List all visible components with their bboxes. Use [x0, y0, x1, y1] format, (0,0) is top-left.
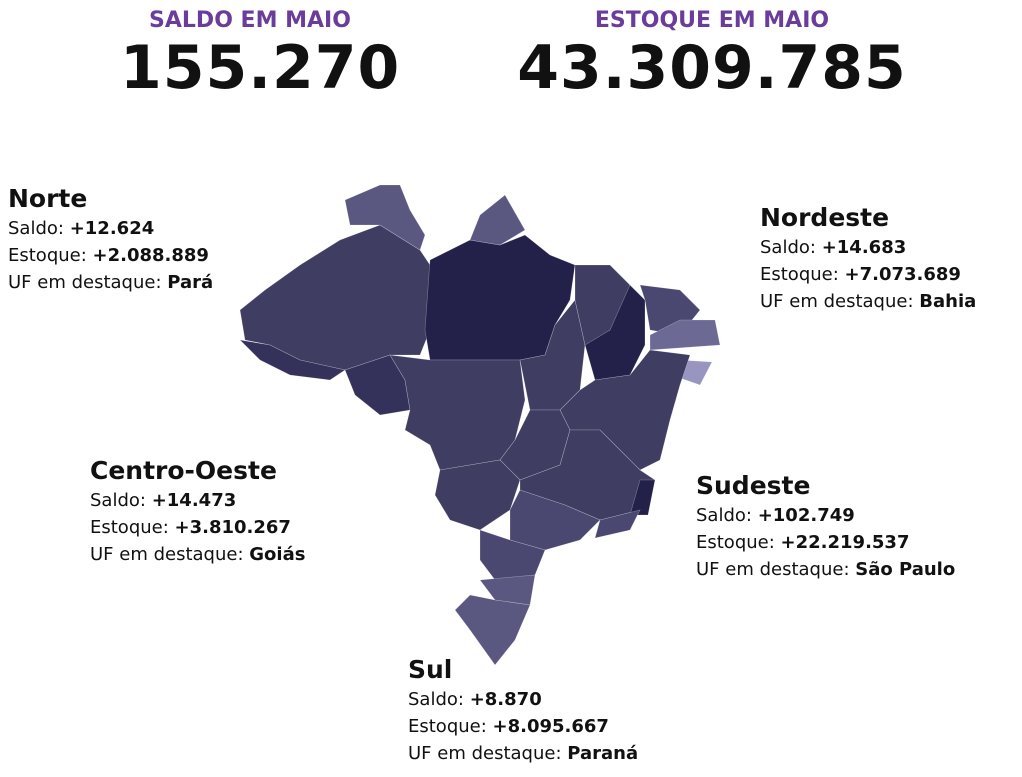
field-value: +3.810.267: [174, 517, 291, 538]
field-value: +14.683: [821, 237, 907, 258]
region-line: Estoque: +7.073.689: [760, 261, 976, 288]
region-line: UF em destaque: Pará: [8, 269, 213, 296]
field-value: Goiás: [249, 544, 306, 565]
field-label: Estoque:: [760, 264, 839, 285]
field-label: Saldo:: [90, 490, 146, 511]
region-line: UF em destaque: Paraná: [408, 740, 638, 767]
field-value: +102.749: [757, 505, 855, 526]
state: [389, 354, 526, 471]
field-value: +8.870: [469, 689, 542, 710]
region-line: Saldo: +102.749: [696, 502, 955, 529]
region-line: Saldo: +12.624: [8, 215, 213, 242]
state: [434, 459, 521, 531]
field-label: Estoque:: [90, 517, 169, 538]
field-value: +12.624: [69, 218, 155, 239]
state: [594, 509, 641, 539]
stat-value: 43.309.785: [517, 33, 907, 103]
state: [629, 479, 656, 516]
field-label: UF em destaque:: [408, 743, 562, 764]
field-label: UF em destaque:: [8, 272, 162, 293]
state: [649, 319, 721, 351]
stat-label: SALDO EM MAIO: [149, 8, 351, 33]
region-line: UF em destaque: Goiás: [90, 541, 305, 568]
region-line: Estoque: +8.095.667: [408, 713, 638, 740]
state: [509, 489, 601, 551]
field-value: +8.095.667: [492, 716, 609, 737]
field-label: Estoque:: [696, 532, 775, 553]
region-info: Norte Saldo: +12.624 Estoque: +2.088.889 UF…: [8, 183, 213, 296]
region-info: Sudeste Saldo: +102.749 Estoque: +22.219.5…: [696, 470, 955, 583]
field-value: Bahia: [919, 291, 977, 312]
region-name: Norte: [8, 184, 88, 213]
region-name: Sul: [408, 655, 453, 684]
field-label: Saldo:: [696, 505, 752, 526]
field-label: Saldo:: [408, 689, 464, 710]
field-value: +14.473: [151, 490, 237, 511]
stat-value: 155.270: [120, 33, 401, 103]
region-name: Sudeste: [696, 471, 811, 500]
stat-estoque: ESTOQUE EM MAIO 43.309.785: [512, 8, 912, 103]
state: [454, 594, 531, 666]
region-name: Nordeste: [760, 203, 890, 232]
state: [469, 194, 526, 246]
state: [344, 184, 426, 251]
stat-label: ESTOQUE EM MAIO: [594, 8, 830, 33]
region-line: Saldo: +14.473: [90, 487, 305, 514]
field-value: +22.219.537: [780, 532, 910, 553]
region-line: Estoque: +2.088.889: [8, 242, 213, 269]
region-line: UF em destaque: São Paulo: [696, 556, 955, 583]
field-value: +7.073.689: [844, 264, 961, 285]
field-label: Saldo:: [8, 218, 64, 239]
field-label: Estoque:: [8, 245, 87, 266]
field-value: +2.088.889: [92, 245, 209, 266]
field-label: UF em destaque:: [760, 291, 914, 312]
region-name: Centro-Oeste: [90, 456, 277, 485]
region-info: Nordeste Saldo: +14.683 Estoque: +7.073.68…: [760, 202, 976, 315]
field-value: Paraná: [567, 743, 639, 764]
field-label: UF em destaque:: [90, 544, 244, 565]
field-label: UF em destaque:: [696, 559, 850, 580]
field-label: Estoque:: [408, 716, 487, 737]
stat-saldo: SALDO EM MAIO 155.270: [120, 8, 401, 103]
field-value: São Paulo: [855, 559, 956, 580]
field-value: Pará: [167, 272, 214, 293]
region-line: Estoque: +3.810.267: [90, 514, 305, 541]
field-label: Saldo:: [760, 237, 816, 258]
region-info: Sul Saldo: +8.870 Estoque: +8.095.667 UF em…: [408, 654, 638, 767]
region-line: Saldo: +14.683: [760, 234, 976, 261]
region-line: UF em destaque: Bahia: [760, 288, 976, 315]
region-line: Estoque: +22.219.537: [696, 529, 955, 556]
state: [239, 339, 346, 381]
region-info: Centro-Oeste Saldo: +14.473 Estoque: +3.81…: [90, 455, 305, 568]
region-line: Saldo: +8.870: [408, 686, 638, 713]
